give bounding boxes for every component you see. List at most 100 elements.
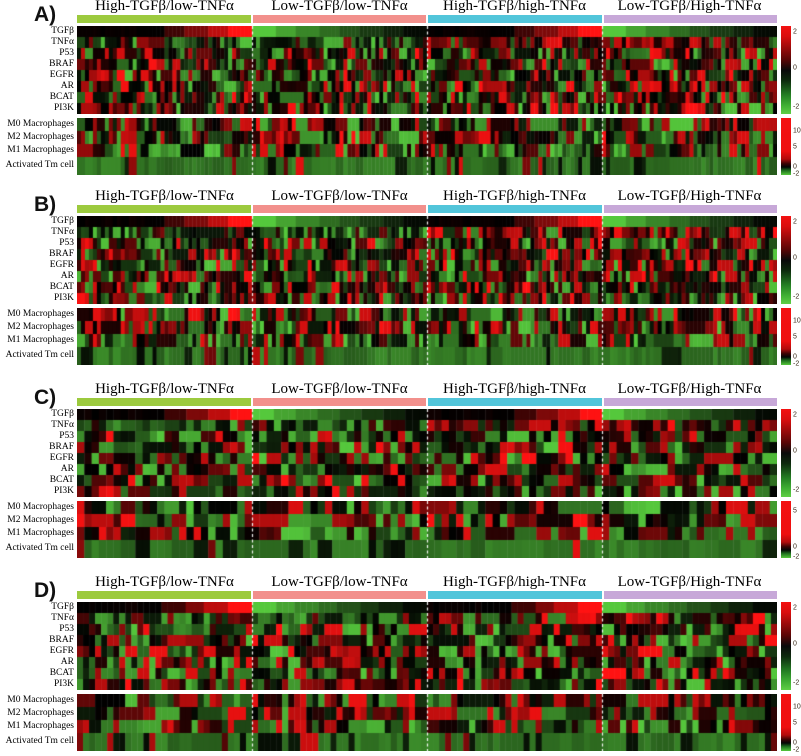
row-label-tnfa: TNFα [51, 613, 74, 623]
row-label-p53: P53 [59, 431, 74, 441]
row-label-tnfa: TNFα [51, 37, 74, 47]
immune-infiltration-heatmap [77, 694, 777, 751]
row-label-ar: AR [60, 271, 74, 281]
group-header-high-tgfb-high-tnfa: High-TGFβ/high-TNFα [443, 381, 586, 397]
panel-label: A) [34, 3, 57, 26]
group-header-high-tgfb-low-tnfa: High-TGFβ/low-TNFα [95, 574, 234, 590]
colorbar-tick: 0 [793, 447, 797, 455]
group-bar-high-tgfb-low-tnfa [77, 398, 251, 406]
group-bar-low-tgfb-high-tnfa [603, 205, 777, 213]
immune-colorbar [781, 501, 791, 558]
colorbar-tick: -2 [793, 170, 800, 178]
row-label-m2-macrophages: M2 Macrophages [7, 515, 74, 525]
panel-c: C) High-TGFβ/low-TNFα Low-TGFβ/low-TNFα … [0, 381, 801, 561]
row-label-m2-macrophages: M2 Macrophages [7, 322, 74, 332]
panel-label: B) [34, 193, 57, 216]
group-headers: High-TGFβ/low-TNFα Low-TGFβ/low-TNFα Hig… [77, 188, 777, 205]
gene-row-labels: TGFβ TNFα P53 BRAF EGFR AR BCAT PI3K [0, 409, 74, 497]
immune-infiltration-heatmap [77, 501, 777, 558]
group-header-high-tgfb-low-tnfa: High-TGFβ/low-TNFα [95, 381, 234, 397]
group-header-high-tgfb-high-tnfa: High-TGFβ/high-TNFα [443, 0, 586, 14]
row-label-activated-tm-cell: Activated Tm cell [5, 160, 74, 170]
group-color-bars [77, 205, 777, 213]
colorbar-tick: 2 [793, 28, 797, 36]
group-bar-high-tgfb-low-tnfa [77, 15, 251, 23]
colorbar-tick: 10 [793, 317, 801, 325]
panel-b: B) High-TGFβ/low-TNFα Low-TGFβ/low-TNFα … [0, 188, 801, 368]
group-bar-high-tgfb-low-tnfa [77, 205, 251, 213]
group-color-bars [77, 591, 777, 599]
colorbar-tick: 2 [793, 218, 797, 226]
row-label-p53: P53 [59, 624, 74, 634]
colorbar-tick: -2 [793, 746, 800, 754]
colorbar-tick: 0 [793, 353, 797, 361]
row-label-m0-macrophages: M0 Macrophages [7, 119, 74, 129]
gene-colorbar [781, 26, 791, 114]
group-header-low-tgfb-high-tnfa: Low-TGFβ/High-TNFα [617, 574, 762, 590]
group-header-low-tgfb-high-tnfa: Low-TGFβ/High-TNFα [617, 0, 762, 14]
group-header-high-tgfb-high-tnfa: High-TGFβ/high-TNFα [443, 574, 586, 590]
row-label-bcat: BCAT [49, 475, 74, 485]
colorbar-tick: 5 [793, 333, 797, 340]
immune-colorbar-ticks: 10 5 0 -2 [793, 308, 801, 368]
immune-colorbar [781, 308, 791, 365]
gene-row-labels: TGFβ TNFα P53 BRAF EGFR AR BCAT PI3K [0, 216, 74, 304]
immune-row-labels: M0 Macrophages M2 Macrophages M1 Macroph… [0, 308, 74, 365]
row-label-pi3k: PI3K [53, 679, 74, 689]
gene-row-labels: TGFβ TNFα P53 BRAF EGFR AR BCAT PI3K [0, 602, 74, 690]
row-label-m0-macrophages: M0 Macrophages [7, 309, 74, 319]
immune-row-labels: M0 Macrophages M2 Macrophages M1 Macroph… [0, 694, 74, 751]
group-header-low-tgfb-low-tnfa: Low-TGFβ/low-TNFα [271, 188, 408, 204]
immune-infiltration-heatmap [77, 308, 777, 365]
immune-colorbar-ticks: 5 0 -2 [793, 501, 801, 561]
colorbar-tick: -2 [793, 103, 800, 111]
gene-expression-heatmap [77, 216, 777, 304]
panel-label: D) [34, 579, 57, 602]
row-label-egfr: EGFR [49, 646, 74, 656]
colorbar-tick: 2 [793, 604, 797, 612]
group-header-high-tgfb-low-tnfa: High-TGFβ/low-TNFα [95, 188, 234, 204]
row-label-tnfa: TNFα [51, 227, 74, 237]
immune-row-labels: M0 Macrophages M2 Macrophages M1 Macroph… [0, 118, 74, 175]
row-label-braf: BRAF [49, 249, 74, 259]
group-header-low-tgfb-low-tnfa: Low-TGFβ/low-TNFα [271, 574, 408, 590]
row-label-braf: BRAF [49, 59, 74, 69]
row-label-tgfb: TGFβ [51, 409, 74, 419]
group-color-bars [77, 398, 777, 406]
row-label-p53: P53 [59, 238, 74, 248]
row-label-ar: AR [60, 657, 74, 667]
row-label-m0-macrophages: M0 Macrophages [7, 502, 74, 512]
row-label-egfr: EGFR [49, 70, 74, 80]
group-bar-high-tgfb-low-tnfa [77, 591, 251, 599]
group-headers: High-TGFβ/low-TNFα Low-TGFβ/low-TNFα Hig… [77, 0, 777, 15]
colorbar-tick: 0 [793, 254, 797, 262]
group-bar-low-tgfb-high-tnfa [603, 591, 777, 599]
group-bar-low-tgfb-high-tnfa [603, 15, 777, 23]
immune-colorbar [781, 118, 791, 175]
gene-row-labels: TGFβ TNFα P53 BRAF EGFR AR BCAT PI3K [0, 26, 74, 114]
gene-colorbar [781, 216, 791, 304]
group-header-low-tgfb-low-tnfa: Low-TGFβ/low-TNFα [271, 381, 408, 397]
immune-infiltration-heatmap [77, 118, 777, 175]
colorbar-tick: 2 [793, 411, 797, 419]
colorbar-tick: 10 [793, 127, 801, 135]
panel-a: A) High-TGFβ/low-TNFα Low-TGFβ/low-TNFα … [0, 0, 801, 178]
group-bar-high-tgfb-high-tnfa [428, 591, 602, 599]
colorbar-tick: 0 [793, 543, 797, 551]
colorbar-tick: 0 [793, 739, 797, 747]
colorbar-tick: 0 [793, 163, 797, 171]
colorbar-tick: 0 [793, 64, 797, 72]
row-label-egfr: EGFR [49, 453, 74, 463]
colorbar-tick: 10 [793, 703, 801, 711]
row-label-m0-macrophages: M0 Macrophages [7, 695, 74, 705]
row-label-tgfb: TGFβ [51, 26, 74, 36]
colorbar-tick: 5 [793, 507, 797, 515]
row-label-activated-tm-cell: Activated Tm cell [5, 736, 74, 746]
row-label-m1-macrophages: M1 Macrophages [7, 335, 74, 345]
row-label-bcat: BCAT [49, 282, 74, 292]
row-label-activated-tm-cell: Activated Tm cell [5, 543, 74, 553]
row-label-pi3k: PI3K [53, 103, 74, 113]
row-label-m1-macrophages: M1 Macrophages [7, 528, 74, 538]
colorbar-tick: -2 [793, 360, 800, 368]
